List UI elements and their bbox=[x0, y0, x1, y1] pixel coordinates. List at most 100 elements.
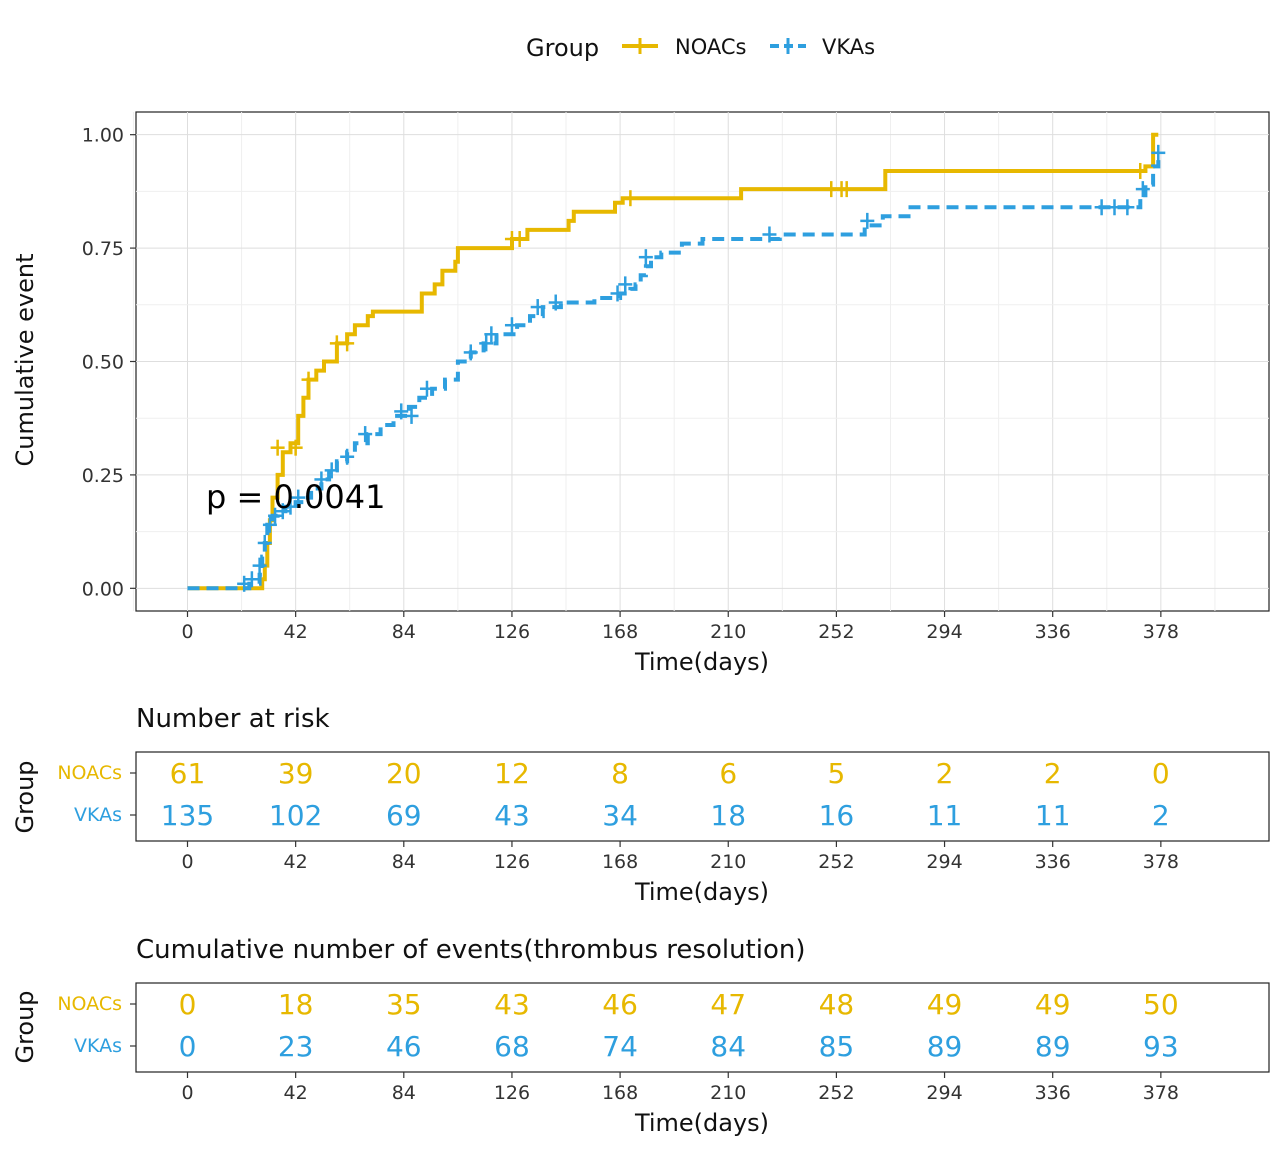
x-tick-label: 168 bbox=[602, 1082, 638, 1104]
x-axis-title: Time(days) bbox=[634, 648, 769, 676]
x-tick-label: 252 bbox=[818, 851, 854, 873]
legend-key-vkas bbox=[770, 38, 806, 54]
table-cell: 0 bbox=[1152, 757, 1170, 790]
x-tick-label: 84 bbox=[392, 621, 416, 643]
table-cell: 43 bbox=[494, 799, 530, 832]
x-tick-label: 252 bbox=[818, 621, 854, 643]
legend-label-noacs: NOACs bbox=[675, 35, 746, 59]
table-cell: 6 bbox=[719, 757, 737, 790]
y-tick-label: 0.75 bbox=[82, 238, 124, 260]
x-tick-label: 84 bbox=[392, 1082, 416, 1104]
main-plot-panel: 0 42 84 126 168 210 252 294 336 378 0.00 0.25 0.50 0.… bbox=[11, 111, 1270, 676]
x-tick-label: 42 bbox=[284, 621, 308, 643]
table-cell: 50 bbox=[1143, 988, 1179, 1021]
x-tick-label: 336 bbox=[1035, 851, 1071, 873]
row-label-vkas: VKAs bbox=[74, 1035, 122, 1057]
legend-key-noacs bbox=[622, 38, 658, 54]
x-tick-label: 126 bbox=[494, 1082, 530, 1104]
y-tick-label: 0.25 bbox=[82, 465, 124, 487]
row-label-vkas: VKAs bbox=[74, 804, 122, 826]
x-tick-label: 126 bbox=[494, 621, 530, 643]
table-cell: 102 bbox=[269, 799, 322, 832]
x-tick-label: 0 bbox=[181, 851, 193, 873]
table-cell: 2 bbox=[936, 757, 954, 790]
table-cell: 68 bbox=[494, 1030, 530, 1063]
risk-table-border bbox=[135, 751, 1270, 842]
y-tick-label: 0.00 bbox=[82, 578, 124, 600]
table-cell: 2 bbox=[1044, 757, 1062, 790]
x-tick-label: 252 bbox=[818, 1082, 854, 1104]
x-tick-label: 210 bbox=[710, 1082, 746, 1104]
table-cell: 69 bbox=[386, 799, 422, 832]
p-value-annotation: p = 0.0041 bbox=[206, 478, 385, 516]
table-cell: 85 bbox=[819, 1030, 855, 1063]
x-tick-label: 84 bbox=[392, 851, 416, 873]
risk-table-ylabel: Group bbox=[11, 760, 39, 833]
table-cell: 39 bbox=[278, 757, 314, 790]
x-tick-label: 378 bbox=[1143, 851, 1179, 873]
table-cell: 2 bbox=[1152, 799, 1170, 832]
x-tick-label: 336 bbox=[1035, 1082, 1071, 1104]
events-table-title: Cumulative number of events(thrombus res… bbox=[136, 935, 806, 965]
table-cell: 74 bbox=[602, 1030, 638, 1063]
x-tick-label: 0 bbox=[181, 621, 193, 643]
axis-ticks: 0 42 84 126 168 210 252 294 336 378 0.00 0.25 0.50 0.… bbox=[82, 125, 1179, 643]
table-cell: 23 bbox=[278, 1030, 314, 1063]
x-tick-label: 42 bbox=[284, 1082, 308, 1104]
risk-table-xlabel: Time(days) bbox=[634, 878, 769, 906]
x-tick-label: 294 bbox=[926, 851, 962, 873]
table-cell: 35 bbox=[386, 988, 422, 1021]
row-label-noacs: NOACs bbox=[57, 762, 122, 784]
table-cell: 84 bbox=[710, 1030, 746, 1063]
row-label-noacs: NOACs bbox=[57, 993, 122, 1015]
table-cell: 11 bbox=[1035, 799, 1071, 832]
table-cell: 47 bbox=[710, 988, 746, 1021]
table-cell: 135 bbox=[161, 799, 214, 832]
events-table-body: NOACs 0 18 35 43 46 47 48 49 49 50 VKAs 0 23 46 68 74 84 8… bbox=[57, 988, 1179, 1104]
table-cell: 0 bbox=[179, 988, 197, 1021]
x-tick-label: 336 bbox=[1035, 621, 1071, 643]
risk-table-title: Number at risk bbox=[136, 704, 330, 734]
events-table: Cumulative number of events(thrombus res… bbox=[11, 935, 1270, 1137]
x-tick-label: 42 bbox=[284, 851, 308, 873]
x-tick-label: 168 bbox=[602, 851, 638, 873]
x-tick-label: 294 bbox=[926, 621, 962, 643]
table-cell: 61 bbox=[170, 757, 206, 790]
curve-vkas bbox=[187, 152, 1161, 591]
table-cell: 93 bbox=[1143, 1030, 1179, 1063]
table-cell: 16 bbox=[819, 799, 855, 832]
x-tick-label: 126 bbox=[494, 851, 530, 873]
curves bbox=[187, 132, 1166, 592]
x-tick-label: 378 bbox=[1143, 621, 1179, 643]
table-cell: 49 bbox=[1035, 988, 1071, 1021]
events-table-border bbox=[135, 982, 1270, 1073]
curve-noacs bbox=[187, 132, 1159, 591]
table-cell: 5 bbox=[827, 757, 845, 790]
x-tick-label: 210 bbox=[710, 621, 746, 643]
table-cell: 46 bbox=[386, 1030, 422, 1063]
table-cell: 20 bbox=[386, 757, 422, 790]
table-cell: 18 bbox=[710, 799, 746, 832]
y-tick-label: 1.00 bbox=[82, 125, 124, 147]
legend: Group NOACs VKAs bbox=[526, 34, 875, 62]
x-tick-label: 0 bbox=[181, 1082, 193, 1104]
table-cell: 46 bbox=[602, 988, 638, 1021]
x-tick-label: 168 bbox=[602, 621, 638, 643]
table-cell: 89 bbox=[927, 1030, 963, 1063]
table-cell: 0 bbox=[179, 1030, 197, 1063]
events-table-xlabel: Time(days) bbox=[634, 1109, 769, 1137]
table-cell: 89 bbox=[1035, 1030, 1071, 1063]
table-cell: 11 bbox=[927, 799, 963, 832]
table-cell: 8 bbox=[611, 757, 629, 790]
legend-label-vkas: VKAs bbox=[822, 35, 875, 59]
legend-title: Group bbox=[526, 34, 599, 62]
x-tick-label: 210 bbox=[710, 851, 746, 873]
table-cell: 49 bbox=[927, 988, 963, 1021]
table-cell: 43 bbox=[494, 988, 530, 1021]
events-table-ylabel: Group bbox=[11, 990, 39, 1063]
y-tick-label: 0.50 bbox=[82, 352, 124, 374]
x-tick-label: 294 bbox=[926, 1082, 962, 1104]
